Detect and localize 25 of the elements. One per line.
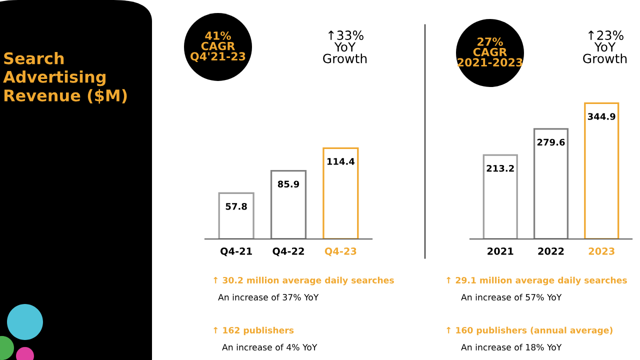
text: An increase of 37% YoY bbox=[218, 294, 319, 300]
text: ↑23% YoY Growth bbox=[583, 30, 627, 64]
data-label: 213.2 bbox=[486, 164, 514, 172]
x-tick-label: 2022 bbox=[538, 248, 564, 255]
text: ↑ 29.1 million average daily searches bbox=[446, 276, 627, 286]
data-label: 344.9 bbox=[588, 113, 616, 120]
text: ↑ 30.2 million average daily searches bbox=[214, 276, 394, 286]
text: ↑ 160 publishers (annual average) bbox=[446, 326, 612, 336]
data-label: 57.8 bbox=[226, 202, 247, 210]
text: 41% CAGR Q4'21-23 bbox=[190, 31, 246, 62]
x-tick-label: 2021 bbox=[488, 248, 514, 255]
text: An increase of 57% YoY bbox=[461, 294, 562, 300]
x-tick-label: Q4-22 bbox=[272, 248, 304, 256]
text: An increase of 18% YoY bbox=[461, 344, 562, 350]
text: An increase of 4% YoY bbox=[222, 344, 318, 350]
text: ↑ 162 publishers bbox=[214, 326, 294, 336]
x-tick-label: Q4-21 bbox=[220, 248, 252, 256]
text: Search Advertising Revenue ($M) bbox=[3, 52, 127, 104]
data-label: 85.9 bbox=[278, 180, 300, 188]
text: ↑33% YoY Growth bbox=[323, 30, 367, 64]
x-tick-label: Q4-23 bbox=[324, 248, 356, 256]
text: 27% CAGR 2021-2023 bbox=[458, 37, 522, 67]
x-tick-label: 2023 bbox=[588, 248, 614, 255]
data-label: 279.6 bbox=[537, 138, 565, 146]
data-label: 114.4 bbox=[327, 158, 355, 165]
